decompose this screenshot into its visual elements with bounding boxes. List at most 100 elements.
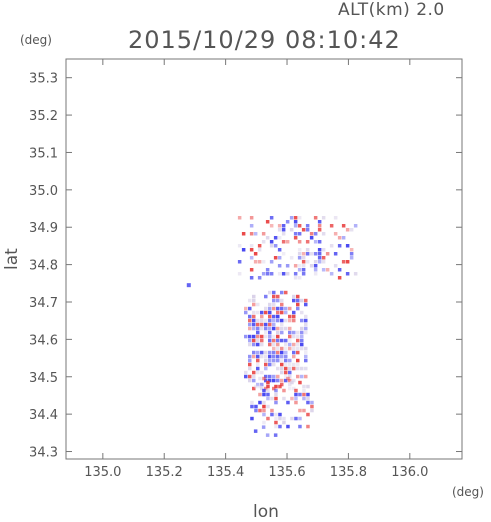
echo-pixel xyxy=(280,358,284,363)
echo-pixel xyxy=(249,224,254,228)
echo-pixel xyxy=(288,318,292,323)
echo-pixel xyxy=(261,425,266,429)
echo-pixel xyxy=(282,416,286,421)
echo-pixel xyxy=(258,376,262,381)
echo-pixel xyxy=(341,224,346,228)
echo-pixel xyxy=(337,244,342,248)
echo-pixel xyxy=(280,306,284,311)
y-tick-label: 35.2 xyxy=(29,109,58,124)
echo-pixel xyxy=(292,318,296,323)
echo-pixel xyxy=(285,220,290,224)
echo-pixel xyxy=(281,272,286,276)
echo-pixel xyxy=(250,400,254,405)
echo-pixel xyxy=(321,260,326,264)
echo-pixel xyxy=(288,358,292,363)
echo-pixel xyxy=(268,362,272,367)
echo-pixel xyxy=(353,272,358,276)
echo-pixel xyxy=(256,326,260,331)
echo-pixel xyxy=(272,354,276,359)
echo-pixel xyxy=(304,374,308,379)
echo-pixel xyxy=(304,302,308,307)
echo-pixel xyxy=(292,330,296,335)
echo-pixel xyxy=(306,384,310,389)
echo-pixel xyxy=(284,358,288,363)
echo-pixel xyxy=(284,310,288,315)
echo-pixel xyxy=(264,294,268,299)
x-tick-label: 135.8 xyxy=(330,465,367,480)
y-tick-label: 34.5 xyxy=(29,371,58,386)
echo-pixel xyxy=(293,236,298,240)
echo-pixel xyxy=(294,400,298,405)
echo-pixel xyxy=(256,342,260,347)
echo-pixel xyxy=(282,388,286,393)
echo-pixel xyxy=(302,388,306,393)
echo-pixel xyxy=(274,416,278,421)
echo-pixel xyxy=(286,376,290,381)
echo-pixel xyxy=(288,330,292,335)
echo-pixel xyxy=(280,322,284,327)
echo-pixel xyxy=(248,358,252,363)
echo-pixel xyxy=(264,326,268,331)
echo-pixel xyxy=(296,338,300,343)
echo-pixel xyxy=(241,232,246,236)
echo-pixel xyxy=(345,260,350,264)
echo-pixel xyxy=(277,256,282,260)
echo-pixel xyxy=(325,252,330,256)
echo-pixel xyxy=(292,342,296,347)
echo-pixel xyxy=(254,384,258,389)
echo-pixel xyxy=(292,346,296,351)
echo-pixel xyxy=(298,424,302,429)
echo-pixel xyxy=(280,330,284,335)
echo-pixel xyxy=(268,322,272,327)
echo-pixel xyxy=(300,338,304,343)
echo-pixel xyxy=(281,228,286,232)
echo-pixel xyxy=(297,252,302,256)
echo-pixel xyxy=(296,342,300,347)
echo-pixel xyxy=(290,380,294,385)
echo-pixel xyxy=(296,306,300,311)
echo-pixel xyxy=(278,416,282,421)
echo-pixel xyxy=(264,362,268,367)
x-tick-label: 135.4 xyxy=(207,465,244,480)
echo-pixel xyxy=(277,228,282,232)
echo-pixel xyxy=(293,224,298,228)
echo-pixel xyxy=(272,386,276,391)
echo-pixel xyxy=(317,240,322,244)
echo-pixel xyxy=(264,354,268,359)
echo-pixel xyxy=(244,310,248,315)
echo-pixel xyxy=(276,318,280,323)
echo-pixel xyxy=(302,392,306,397)
echo-pixel xyxy=(288,362,292,367)
echo-pixel xyxy=(272,294,276,299)
x-axis-unit: (deg) xyxy=(452,485,484,499)
echo-pixel xyxy=(313,252,318,256)
echo-pixel xyxy=(270,412,274,417)
echo-pixel xyxy=(253,232,258,236)
echo-pixel xyxy=(276,358,280,363)
echo-pixel xyxy=(306,400,310,405)
echo-pixel xyxy=(285,264,290,268)
echo-pixel xyxy=(297,256,302,260)
echo-pixel xyxy=(264,330,268,335)
echo-pixel xyxy=(300,310,304,315)
altitude-label: ALT(km) 2.0 xyxy=(338,0,445,20)
echo-pixel xyxy=(305,228,310,232)
echo-pixel xyxy=(258,400,262,405)
echo-pixel xyxy=(296,358,300,363)
echo-pixel xyxy=(284,350,288,355)
echo-pixel xyxy=(292,334,296,339)
echo-pixel xyxy=(265,272,270,276)
echo-pixel xyxy=(266,396,270,401)
echo-pixel xyxy=(280,338,284,343)
echo-pixel xyxy=(260,382,264,387)
echo-pixel xyxy=(268,338,272,343)
echo-pixel xyxy=(248,378,252,383)
echo-pixel xyxy=(276,310,280,315)
echo-pixel xyxy=(292,298,296,303)
echo-pixel xyxy=(333,264,338,268)
echo-pixel xyxy=(273,256,278,260)
echo-pixel xyxy=(264,358,268,363)
echo-pixel xyxy=(257,248,262,252)
echo-pixel xyxy=(264,322,268,327)
echo-pixel xyxy=(269,260,274,264)
